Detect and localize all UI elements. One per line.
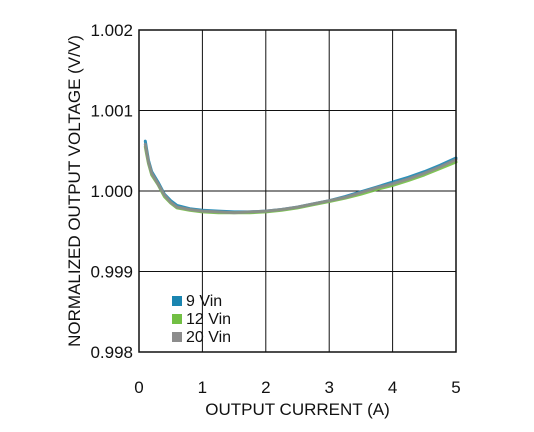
series-line-1 [143,139,458,214]
x-tick-label: 0 [134,378,143,397]
series-line-3 [143,142,458,215]
legend-label-1: 9 Vin [186,293,222,310]
y-tick-label: 1.002 [90,21,133,40]
x-tick-label: 3 [324,378,333,397]
legend-label-2: 12 Vin [186,311,231,328]
plot-frame [138,29,457,353]
y-tick-label: 0.999 [90,263,133,282]
y-tick-label: 1.001 [90,102,133,121]
x-tick-label: 4 [388,378,397,397]
legend-swatch-1 [172,296,182,306]
x-axis-title: OUTPUT CURRENT (A) [205,400,390,419]
x-tick-labels: 0 1 2 3 4 5 [134,378,460,397]
series-lines [143,139,458,215]
y-tick-label: 1.000 [90,182,133,201]
legend-swatch-2 [172,314,182,324]
y-axis-title: NORMALIZED OUTPUT VOLTAGE (V/V) [65,35,84,347]
x-tick-label: 1 [198,378,207,397]
grid [139,30,456,352]
legend-swatch-3 [172,332,182,342]
y-tick-labels: 0.998 0.999 1.000 1.001 1.002 [90,21,133,362]
x-tick-label: 5 [451,378,460,397]
legend-label-3: 20 Vin [186,329,231,346]
x-tick-label: 2 [261,378,270,397]
y-tick-label: 0.998 [90,343,133,362]
